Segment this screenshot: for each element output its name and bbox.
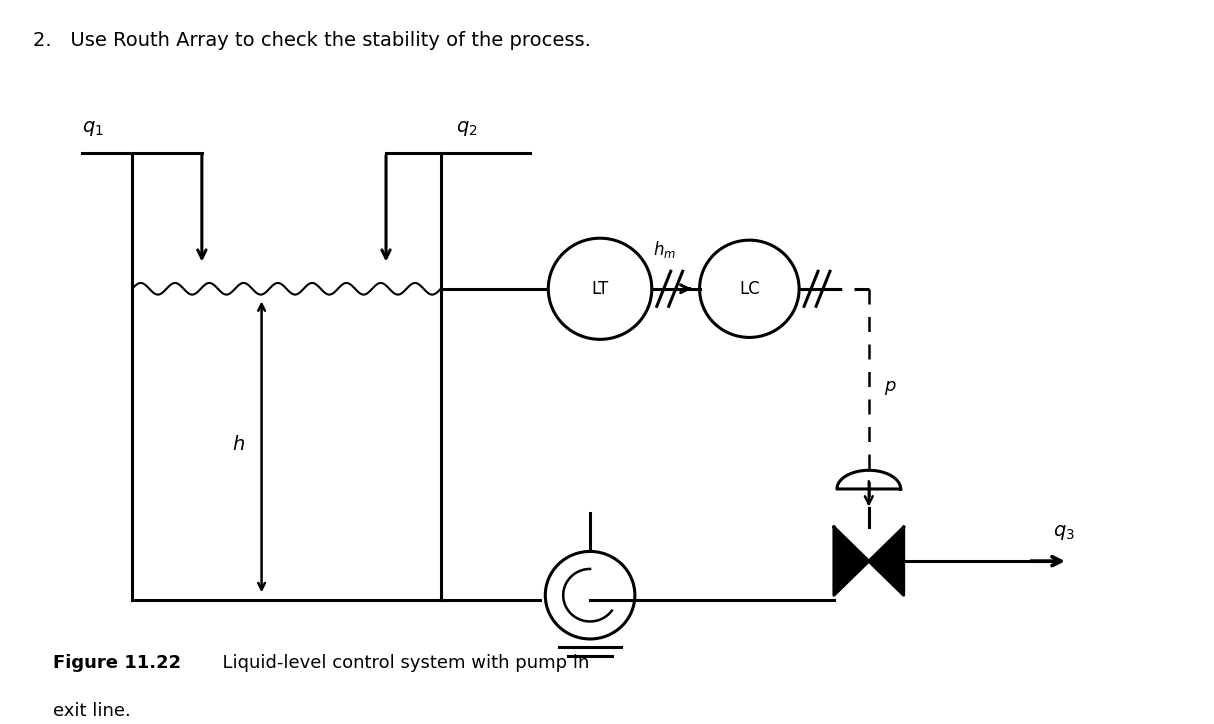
Text: $q_1$: $q_1$ [83,119,104,138]
Ellipse shape [699,240,799,337]
Text: $h$: $h$ [232,435,245,454]
Ellipse shape [549,238,652,340]
Text: $q_2$: $q_2$ [455,119,477,138]
Text: $p$: $p$ [884,379,896,397]
Ellipse shape [545,552,635,639]
Text: $h_m$: $h_m$ [653,239,676,260]
Text: exit line.: exit line. [52,702,130,720]
Text: LT: LT [591,279,608,298]
Text: LC: LC [739,279,760,298]
Polygon shape [869,527,903,595]
Text: Figure 11.22: Figure 11.22 [52,654,181,672]
Text: Liquid-level control system with pump in: Liquid-level control system with pump in [211,654,589,672]
Text: 2.   Use Routh Array to check the stability of the process.: 2. Use Routh Array to check the stabilit… [33,31,590,50]
Text: $q_3$: $q_3$ [1053,523,1074,542]
Polygon shape [834,527,869,595]
